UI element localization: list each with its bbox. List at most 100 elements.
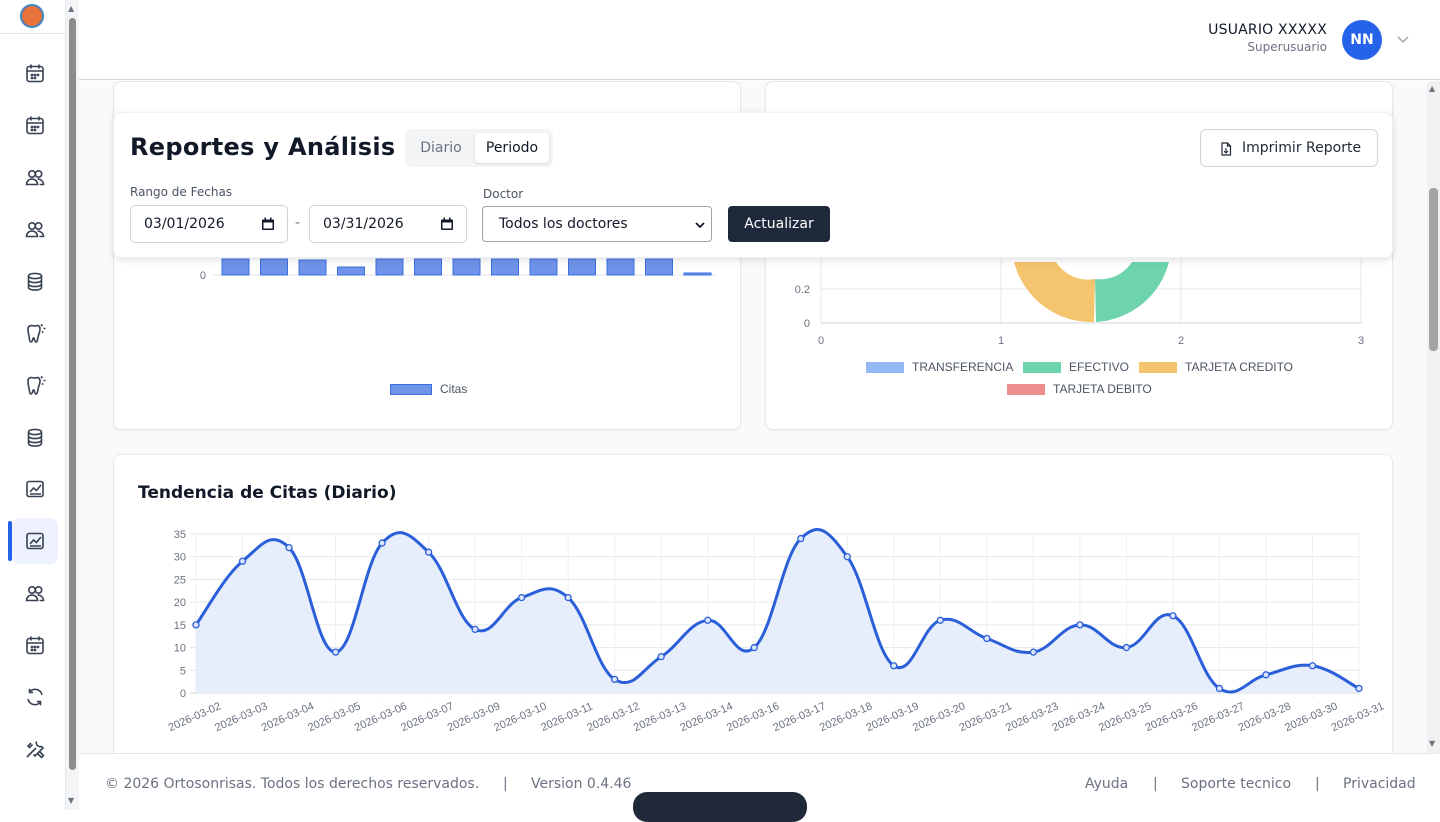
data-point[interactable] bbox=[1262, 671, 1270, 679]
clinic-logo[interactable] bbox=[20, 4, 44, 28]
bar[interactable] bbox=[337, 266, 365, 276]
doctor-select[interactable]: Todos los doctores bbox=[482, 206, 712, 242]
sidebar-item[interactable] bbox=[12, 362, 58, 408]
x-tick-label: 2026-03-12 bbox=[585, 700, 641, 734]
data-point[interactable] bbox=[471, 625, 479, 634]
data-point[interactable] bbox=[1029, 648, 1038, 656]
data-point[interactable] bbox=[238, 557, 247, 565]
sidebar-item[interactable] bbox=[12, 414, 58, 460]
data-point[interactable] bbox=[517, 593, 526, 602]
sidebar-item[interactable] bbox=[12, 50, 58, 96]
chevron-down-icon[interactable] bbox=[1396, 32, 1410, 46]
bar[interactable] bbox=[683, 272, 712, 276]
data-point[interactable] bbox=[750, 643, 758, 652]
x-tick-label: 2026-03-26 bbox=[1144, 700, 1200, 734]
bar[interactable] bbox=[568, 258, 596, 276]
bar[interactable] bbox=[452, 258, 481, 276]
citas-bar-chart: 0 bbox=[200, 258, 716, 282]
data-point[interactable] bbox=[564, 593, 572, 602]
footer-link-privacy[interactable]: Privacidad bbox=[1343, 776, 1416, 792]
data-point[interactable] bbox=[983, 634, 991, 643]
sidebar-item[interactable] bbox=[12, 622, 58, 668]
legend-item-tarjeta-credito[interactable]: TARJETA CREDITO bbox=[1139, 360, 1293, 374]
x-tick-label: 2026-03-25 bbox=[1097, 700, 1153, 734]
bar[interactable] bbox=[221, 258, 250, 276]
date-from-input[interactable]: 03/01/2026 bbox=[130, 205, 288, 243]
calendar-icon[interactable] bbox=[440, 217, 454, 231]
legend-item-transferencia[interactable]: TRANSFERENCIA bbox=[866, 360, 1013, 374]
tab-periodo[interactable]: Periodo bbox=[475, 133, 549, 163]
doctor-label: Doctor bbox=[483, 187, 524, 201]
data-point[interactable] bbox=[1076, 621, 1084, 629]
x-tick-label: 2026-03-27 bbox=[1190, 700, 1246, 734]
x-tick-label: 2 bbox=[1178, 335, 1184, 347]
legend-swatch bbox=[1023, 361, 1061, 373]
data-point[interactable] bbox=[936, 616, 944, 624]
scroll-up-icon[interactable]: ▲ bbox=[1429, 84, 1436, 93]
trend-chart-card: Tendencia de Citas (Diario) 0 5 10 15 20 25 30… bbox=[113, 454, 1393, 753]
data-point[interactable] bbox=[843, 553, 851, 561]
data-point[interactable] bbox=[1355, 684, 1363, 693]
legend-item-efectivo[interactable]: EFECTIVO bbox=[1023, 360, 1129, 374]
sidebar-scrollbar[interactable]: ▲ ▼ bbox=[66, 0, 79, 810]
sidebar-item[interactable] bbox=[8, 518, 58, 564]
sidebar-item[interactable] bbox=[12, 466, 58, 512]
y-tick-label: 5 bbox=[180, 665, 186, 677]
legend-item-citas[interactable]: Citas bbox=[390, 382, 467, 396]
scroll-up-icon[interactable]: ▲ bbox=[68, 4, 75, 13]
file-icon bbox=[1221, 142, 1232, 156]
bar[interactable] bbox=[491, 258, 519, 276]
footer-link-help[interactable]: Ayuda bbox=[1085, 776, 1129, 792]
tab-diario[interactable]: Diario bbox=[420, 140, 462, 156]
date-to-input[interactable]: 03/31/2026 bbox=[309, 205, 467, 243]
main-scroll-thumb[interactable] bbox=[1429, 188, 1438, 351]
data-point[interactable] bbox=[285, 543, 293, 552]
sidebar-item[interactable] bbox=[12, 570, 58, 616]
coins-icon bbox=[27, 272, 43, 291]
sidebar-item[interactable] bbox=[12, 154, 58, 200]
legend-item-tarjeta-debito[interactable]: TARJETA DEBITO bbox=[1007, 382, 1152, 396]
user-info[interactable]: USUARIO XXXXX Superusuario bbox=[1208, 22, 1327, 54]
data-point[interactable] bbox=[611, 675, 619, 684]
scroll-down-icon[interactable]: ▼ bbox=[1429, 739, 1436, 748]
bar[interactable] bbox=[260, 258, 288, 276]
data-point[interactable] bbox=[1215, 684, 1224, 693]
data-point[interactable] bbox=[704, 616, 712, 624]
bar[interactable] bbox=[375, 258, 404, 276]
footer-link-support[interactable]: Soporte tecnico bbox=[1181, 776, 1292, 792]
donut-slice-tarjeta-credito[interactable] bbox=[1014, 262, 1095, 323]
floating-toolbar[interactable] bbox=[633, 792, 807, 822]
data-point[interactable] bbox=[1169, 612, 1177, 620]
sidebar-scroll-thumb[interactable] bbox=[69, 18, 76, 770]
data-point[interactable] bbox=[331, 648, 340, 656]
main-scrollbar[interactable]: ▲ ▼ bbox=[1427, 81, 1440, 753]
print-report-button[interactable]: Imprimir Reporte bbox=[1200, 129, 1378, 167]
data-point[interactable] bbox=[657, 653, 665, 661]
bar[interactable] bbox=[606, 258, 635, 276]
bar[interactable] bbox=[529, 258, 558, 276]
data-point[interactable] bbox=[424, 548, 433, 556]
refresh-button[interactable]: Actualizar bbox=[728, 206, 830, 242]
bar[interactable] bbox=[414, 258, 442, 276]
calendar-icon[interactable] bbox=[261, 217, 275, 231]
bar[interactable] bbox=[298, 259, 327, 276]
print-label: Imprimir Reporte bbox=[1242, 140, 1362, 156]
avatar[interactable]: NN bbox=[1342, 20, 1382, 60]
data-point[interactable] bbox=[1308, 662, 1317, 670]
x-tick-label: 2026-03-14 bbox=[678, 700, 734, 734]
user-role: Superusuario bbox=[1247, 40, 1327, 54]
bar[interactable] bbox=[645, 258, 673, 276]
scroll-down-icon[interactable]: ▼ bbox=[68, 796, 75, 805]
data-point[interactable] bbox=[192, 621, 200, 629]
sidebar-item[interactable] bbox=[12, 206, 58, 252]
data-point[interactable] bbox=[797, 534, 805, 543]
donut-slice-efectivo[interactable] bbox=[1095, 262, 1169, 322]
data-point[interactable] bbox=[378, 539, 386, 547]
sidebar-item[interactable] bbox=[12, 674, 58, 720]
sidebar-item[interactable] bbox=[12, 726, 58, 772]
data-point[interactable] bbox=[890, 662, 898, 670]
sidebar-item[interactable] bbox=[12, 310, 58, 356]
sidebar-item[interactable] bbox=[12, 258, 58, 304]
data-point[interactable] bbox=[1122, 643, 1131, 652]
sidebar-item[interactable] bbox=[12, 102, 58, 148]
